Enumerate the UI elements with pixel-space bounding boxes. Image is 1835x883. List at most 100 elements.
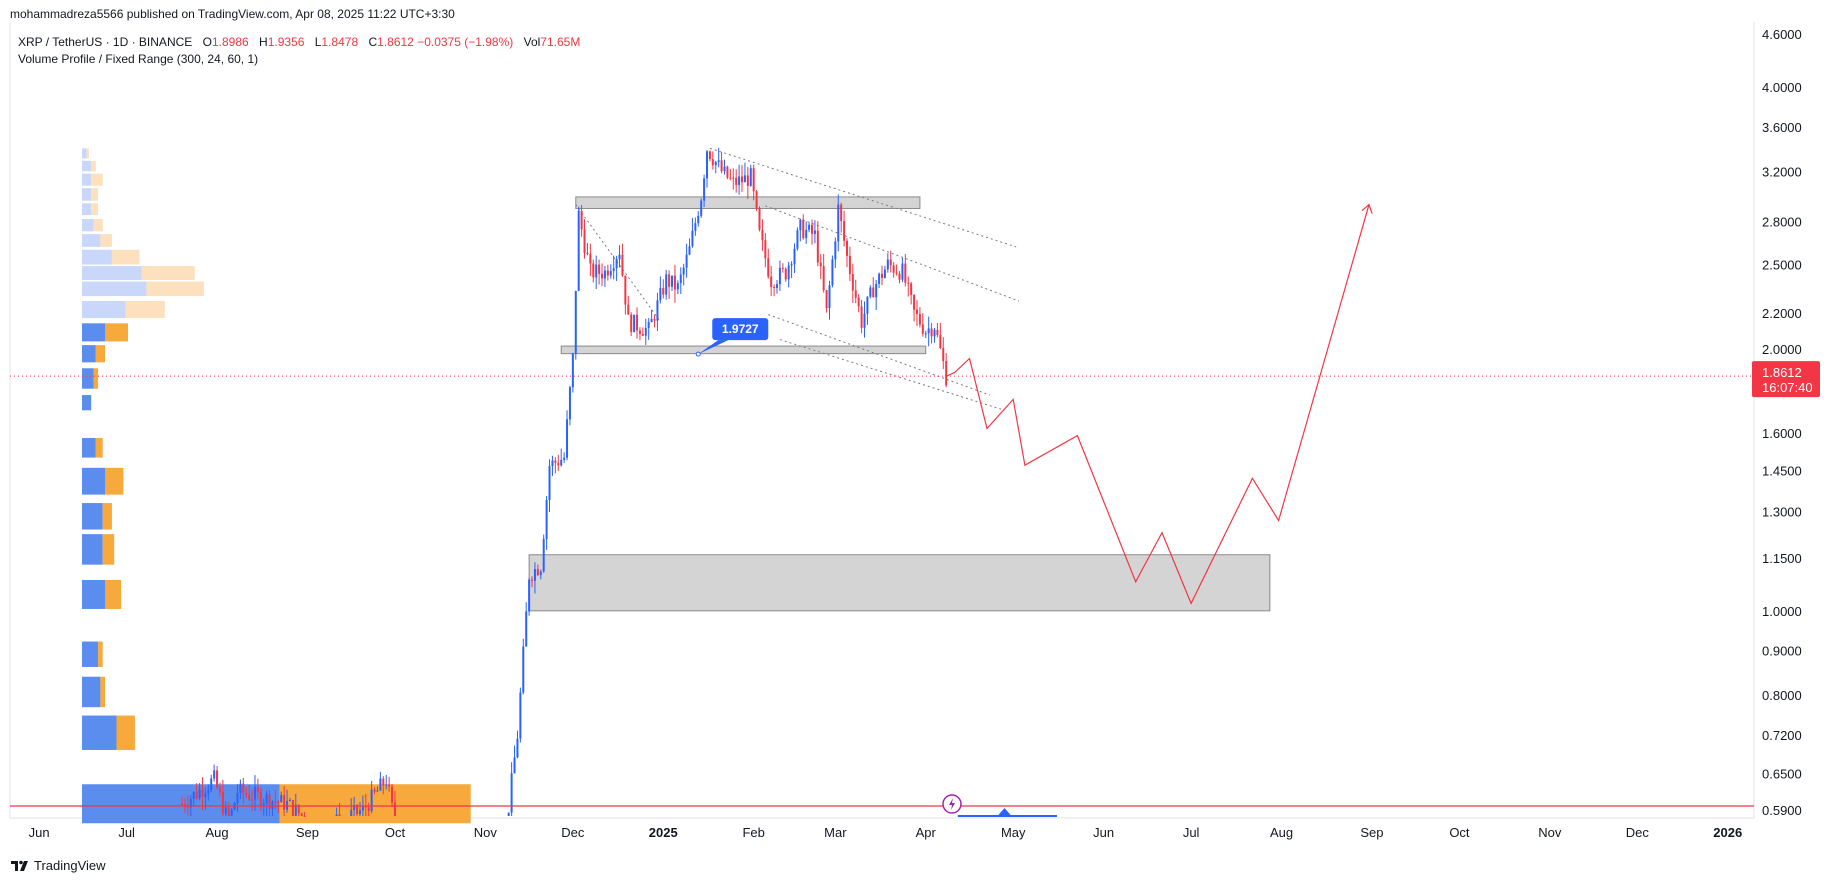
support-resistance-zones[interactable] (528, 196, 1271, 612)
price-tick-label: 0.5900 (1762, 803, 1802, 818)
candle-body (802, 219, 805, 239)
candle-body (606, 270, 609, 276)
channel-trendline[interactable] (575, 204, 661, 322)
volume-profile-down-bar (141, 266, 195, 280)
candle-body (580, 210, 583, 230)
time-tick-label: Apr (916, 825, 937, 840)
candle-body (370, 789, 373, 812)
candle-body (563, 457, 566, 460)
price-zone-rectangle[interactable] (560, 345, 927, 355)
volume-profile-up-bar (82, 345, 96, 363)
time-tick-label: 2025 (649, 825, 678, 840)
volume-profile-up-bar (82, 395, 92, 411)
last-price-value: 1.8612 (1762, 365, 1802, 380)
candle-body (793, 248, 796, 265)
volume-profile-up-bar (82, 534, 103, 565)
candle-body (878, 273, 881, 284)
price-tick-label: 0.7200 (1762, 728, 1802, 743)
candle-body (592, 263, 595, 278)
price-tick-label: 4.6000 (1762, 27, 1802, 42)
price-tick-label: 2.2000 (1762, 306, 1802, 321)
candle-body (227, 807, 230, 816)
projection-polyline[interactable] (945, 204, 1370, 605)
open-label: O (202, 35, 212, 49)
candle-body (942, 348, 945, 362)
volume-profile-down-bar (91, 203, 99, 216)
candle-body (601, 273, 604, 279)
time-tick-label: Oct (1449, 825, 1470, 840)
candle-body (230, 809, 233, 816)
candle-body (799, 219, 802, 231)
volume-profile-down-bar (100, 676, 105, 708)
candle-body (256, 787, 259, 792)
volume-profile-down-bar (86, 148, 89, 159)
candle-body (729, 177, 732, 179)
time-tick-label: Aug (205, 825, 228, 840)
candle-body (758, 208, 761, 230)
price-axis[interactable]: 4.6000 4.0000 3.6000 3.2000 2.8000 2.5000 2.20… (1752, 27, 1820, 818)
time-tick-label: Jul (1183, 825, 1200, 840)
candle-body (875, 283, 878, 298)
volume-profile-up-bar (82, 219, 94, 232)
price-zone-rectangle[interactable] (528, 554, 1271, 612)
candle-body (388, 784, 391, 787)
candle-body (720, 160, 723, 172)
candle-body (755, 191, 758, 209)
volume-profile-down-bar (91, 160, 96, 172)
candle-body (638, 330, 641, 334)
candle-body (898, 273, 901, 280)
price-tick-label: 1.0000 (1762, 604, 1802, 619)
channel-trendline[interactable] (768, 314, 991, 396)
candle-body (685, 254, 688, 268)
volume-profile (82, 148, 471, 824)
candle-body (198, 789, 201, 798)
candle-body (303, 815, 306, 817)
candle-body (930, 328, 933, 337)
candle-body (869, 287, 872, 297)
chart-annotations[interactable]: 1.9727 (10, 318, 1754, 817)
channel-trendline[interactable] (779, 339, 1005, 411)
candle-body (787, 265, 790, 280)
time-tick-label: Dec (1626, 825, 1650, 840)
channel-trendline[interactable] (765, 205, 1020, 302)
candle-body (533, 569, 536, 581)
candle-body (761, 229, 764, 241)
time-axis[interactable]: Jun Jul Aug Sep Oct Nov Dec 2025 Feb Mar Apr May Jun… (29, 825, 1743, 840)
candle-body (286, 800, 289, 810)
candle-body (548, 465, 551, 501)
candle-body (571, 353, 574, 388)
candle-body (816, 230, 819, 263)
price-tick-label: 1.6000 (1762, 426, 1802, 441)
candle-body (889, 259, 892, 266)
candle-body (636, 314, 639, 331)
candle-body (910, 283, 913, 295)
candle-body (531, 579, 534, 581)
volume-profile-down-bar (125, 301, 165, 319)
volume-profile-up-bar (82, 580, 105, 609)
candle-body (361, 805, 364, 811)
indicator-legend[interactable]: Volume Profile / Fixed Range (300, 24, 6… (18, 52, 259, 66)
projection-arrowhead[interactable] (1361, 203, 1373, 214)
candle-body (633, 314, 636, 333)
projection-path[interactable] (945, 203, 1373, 605)
candle-body (886, 259, 889, 270)
candle-body (735, 177, 738, 186)
candle-body (828, 285, 831, 309)
candle-body (808, 224, 811, 230)
candle-body (805, 229, 808, 239)
candle-body (566, 419, 569, 458)
price-callout-box[interactable] (712, 318, 769, 341)
channel-trendline[interactable] (709, 147, 1017, 248)
candle-body (843, 221, 846, 241)
volume-profile-up-bar (82, 503, 103, 530)
price-tick-label: 4.0000 (1762, 80, 1802, 95)
candle-body (218, 787, 221, 792)
close-value: 1.8612 (377, 35, 414, 49)
symbol-name[interactable]: XRP / TetherUS · 1D · BINANCE (18, 35, 193, 49)
trend-channel-lines[interactable] (575, 147, 1020, 411)
last-price-tag[interactable] (1752, 361, 1820, 398)
earnings-marker-icon[interactable] (997, 808, 1012, 816)
candle-body (189, 798, 192, 808)
candle-body (717, 160, 720, 162)
